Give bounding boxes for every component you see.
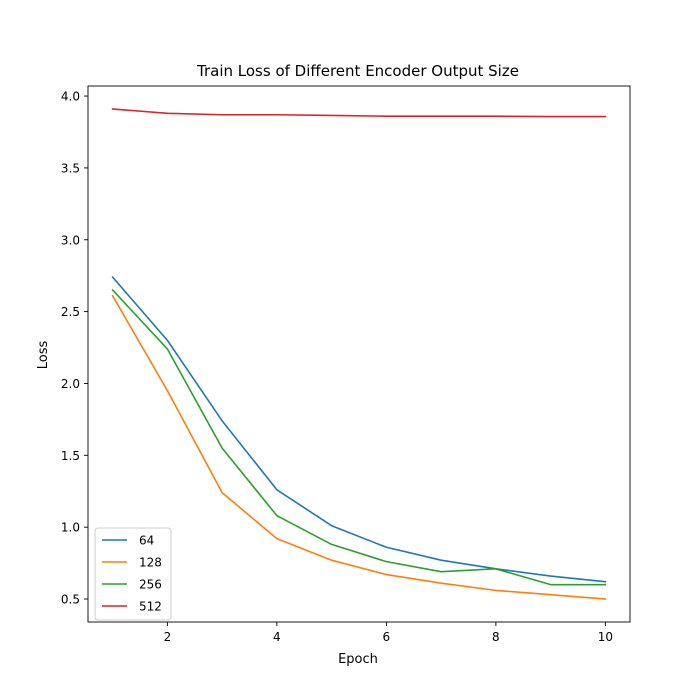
series-line-512 <box>111 108 607 118</box>
legend-label-256: 256 <box>139 578 162 592</box>
x-tick-label: 4 <box>273 630 281 644</box>
x-axis-label: Epoch <box>338 652 378 667</box>
x-tick-label: 8 <box>492 630 500 644</box>
plot-frame <box>87 85 631 623</box>
y-tick-label: 4.0 <box>61 90 80 104</box>
series-line-64 <box>111 275 607 583</box>
legend: 64 128 256 512 <box>94 527 172 621</box>
x-tick-label: 2 <box>164 630 172 644</box>
legend-box <box>94 527 172 621</box>
x-tick-label: 10 <box>598 630 613 644</box>
legend-label-512: 512 <box>139 600 162 614</box>
y-tick-label: 2.0 <box>61 377 80 391</box>
y-tick-label: 2.5 <box>61 305 80 319</box>
plot-area: 2 4 6 8 10 0.5 1.0 1.5 2.0 2.5 3.0 3.5 4.0 <box>61 85 631 644</box>
y-tick-label: 1.5 <box>61 449 80 463</box>
y-tick-label: 3.5 <box>61 161 80 175</box>
legend-label-128: 128 <box>139 556 162 570</box>
y-axis-label: Loss <box>36 341 51 370</box>
series-line-256 <box>111 288 607 586</box>
legend-label-64: 64 <box>139 534 154 548</box>
chart-title: Train Loss of Different Encoder Output S… <box>196 62 519 80</box>
x-tick-label: 6 <box>383 630 391 644</box>
y-tick-label: 1.0 <box>61 521 80 535</box>
y-tick-label: 3.0 <box>61 233 80 247</box>
series-line-128 <box>111 294 607 600</box>
y-tick-label: 0.5 <box>61 593 80 607</box>
